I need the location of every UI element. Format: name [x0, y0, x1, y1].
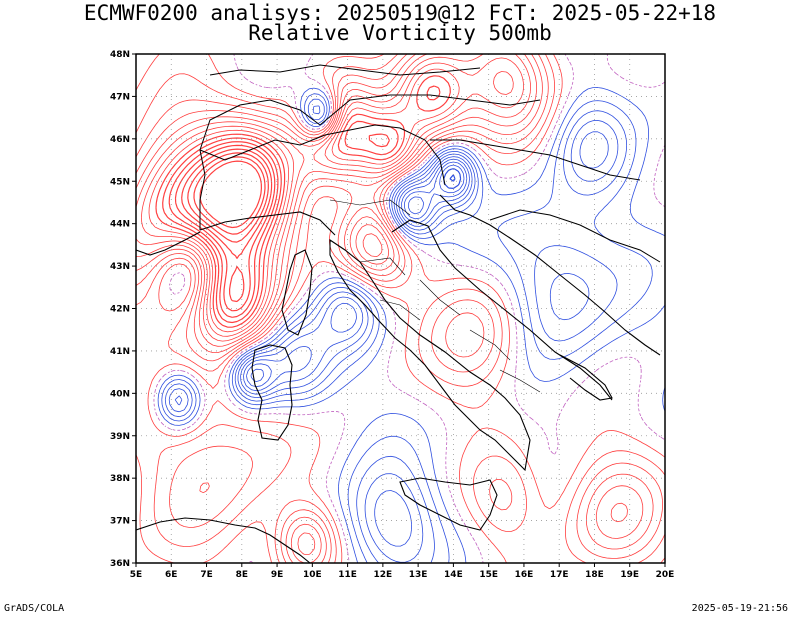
coastline-sardinia — [251, 344, 293, 441]
lat-tick-label: 36N — [110, 559, 130, 569]
border-germany — [209, 64, 481, 76]
border-france-italy — [199, 149, 206, 230]
lat-tick-label: 46N — [110, 135, 130, 145]
lon-tick-label: 19E — [620, 570, 639, 580]
coastline-france-south — [136, 231, 201, 256]
lon-tick-label: 8E — [236, 570, 248, 580]
vorticity-contours — [136, 54, 665, 563]
country-borders — [136, 64, 661, 563]
plot-background — [136, 54, 665, 563]
lat-tick-label: 48N — [110, 50, 130, 60]
lat-tick-label: 40N — [110, 389, 130, 399]
footer-credit: GrADS/COLA — [4, 603, 65, 614]
latitude-labels: 36N 37N 38N 39N 40N 41N 42N 43N 44N 45N 46N 47N 48N — [110, 50, 130, 569]
lat-tick-label: 42N — [110, 305, 130, 315]
lat-lon-grid — [136, 54, 665, 563]
lon-tick-label: 17E — [550, 570, 569, 580]
positive-contour — [136, 54, 665, 563]
lat-tick-label: 44N — [110, 220, 130, 230]
border-austria — [319, 94, 541, 126]
heel-apulia — [559, 354, 613, 401]
negative-contour — [449, 174, 456, 182]
lon-tick-label: 18E — [585, 570, 604, 580]
negative-contour — [246, 161, 468, 388]
lon-tick-label: 12E — [374, 570, 393, 580]
lat-tick-label: 39N — [110, 432, 130, 442]
lon-tick-label: 13E — [409, 570, 428, 580]
positive-contour — [168, 133, 390, 318]
lat-tick-label: 45N — [110, 177, 130, 187]
negative-contour — [250, 164, 465, 382]
coastline-adriatic — [391, 219, 613, 401]
negative-contour — [164, 98, 627, 563]
positive-contour — [199, 160, 262, 229]
lat-tick-label: 38N — [110, 474, 130, 484]
longitude-labels: 5E 6E 7E 8E 9E 10E 11E 12E 13E 14E 15E 16E 17E 18E 19E… — [130, 570, 675, 580]
lon-tick-label: 9E — [271, 570, 283, 580]
border-slovenia-croatia — [430, 139, 641, 181]
positive-contour — [136, 54, 628, 555]
border-alps — [199, 124, 446, 186]
lon-tick-label: 16E — [515, 570, 534, 580]
axis-ticks — [132, 53, 666, 567]
lon-tick-label: 6E — [165, 570, 177, 580]
negative-contour — [161, 93, 653, 563]
coastline-tunisia — [136, 517, 311, 563]
coastline-corsica — [281, 249, 313, 336]
regions-italy — [329, 199, 541, 393]
lon-tick-label: 11E — [338, 570, 357, 580]
lon-tick-label: 14E — [444, 570, 463, 580]
lon-tick-label: 15E — [479, 570, 498, 580]
positive-contour — [136, 54, 654, 563]
lat-tick-label: 43N — [110, 262, 130, 272]
positive-contour — [174, 144, 276, 312]
border-switzerland — [199, 99, 321, 151]
negative-contour — [174, 131, 609, 547]
positive-contour — [136, 54, 644, 563]
chart-title: ECMWF0200 analisys: 20250519@12 FcT: 202… — [83, 1, 717, 25]
lon-tick-label: 5E — [130, 570, 142, 580]
coastline-italy — [329, 238, 531, 472]
border-bosnia — [489, 209, 661, 263]
lon-tick-label: 7E — [200, 570, 212, 580]
lat-tick-label: 47N — [110, 92, 130, 102]
coastline-sicily — [399, 477, 498, 531]
chart-subtitle: Relative Vorticity 500mb — [248, 21, 552, 45]
negative-contour — [157, 87, 665, 563]
positive-contour — [187, 152, 269, 243]
lon-tick-label: 10E — [303, 570, 322, 580]
coastline-balkans — [439, 194, 661, 356]
lat-tick-label: 37N — [110, 517, 130, 527]
lat-tick-label: 41N — [110, 347, 130, 357]
footer-timestamp: 2025-05-19-21:56 — [691, 603, 788, 614]
positive-contour — [155, 75, 451, 328]
lon-tick-label: 20E — [656, 570, 675, 580]
coastline-ligurian — [199, 211, 336, 236]
positive-contour — [141, 57, 524, 337]
